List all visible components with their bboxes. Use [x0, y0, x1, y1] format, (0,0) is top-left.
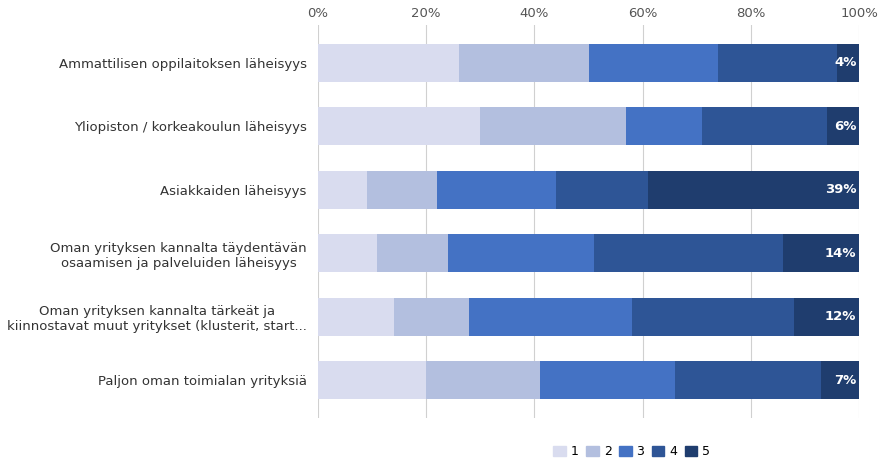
- Bar: [827, 107, 859, 145]
- Bar: [702, 107, 827, 145]
- Text: 14%: 14%: [825, 247, 857, 260]
- Text: 12%: 12%: [825, 310, 857, 323]
- Bar: [318, 298, 394, 336]
- Bar: [318, 361, 427, 399]
- Bar: [794, 298, 859, 336]
- Bar: [318, 234, 378, 272]
- Text: 4%: 4%: [834, 56, 857, 69]
- Bar: [427, 361, 540, 399]
- Bar: [378, 234, 448, 272]
- Bar: [540, 361, 675, 399]
- Text: 39%: 39%: [825, 183, 857, 197]
- Bar: [648, 171, 859, 209]
- Bar: [675, 361, 821, 399]
- Bar: [318, 107, 481, 145]
- Bar: [458, 44, 589, 82]
- Bar: [437, 171, 556, 209]
- Bar: [837, 44, 859, 82]
- Bar: [821, 361, 859, 399]
- Bar: [632, 298, 794, 336]
- Bar: [719, 44, 837, 82]
- Bar: [556, 171, 648, 209]
- Bar: [469, 298, 632, 336]
- Bar: [394, 298, 469, 336]
- Text: 6%: 6%: [834, 120, 857, 133]
- Bar: [318, 44, 458, 82]
- Bar: [594, 234, 783, 272]
- Bar: [627, 107, 702, 145]
- Legend: 1, 2, 3, 4, 5: 1, 2, 3, 4, 5: [549, 440, 715, 463]
- Bar: [366, 171, 437, 209]
- Bar: [481, 107, 627, 145]
- Text: 7%: 7%: [835, 374, 857, 387]
- Bar: [589, 44, 719, 82]
- Bar: [448, 234, 594, 272]
- Bar: [783, 234, 859, 272]
- Bar: [318, 171, 366, 209]
